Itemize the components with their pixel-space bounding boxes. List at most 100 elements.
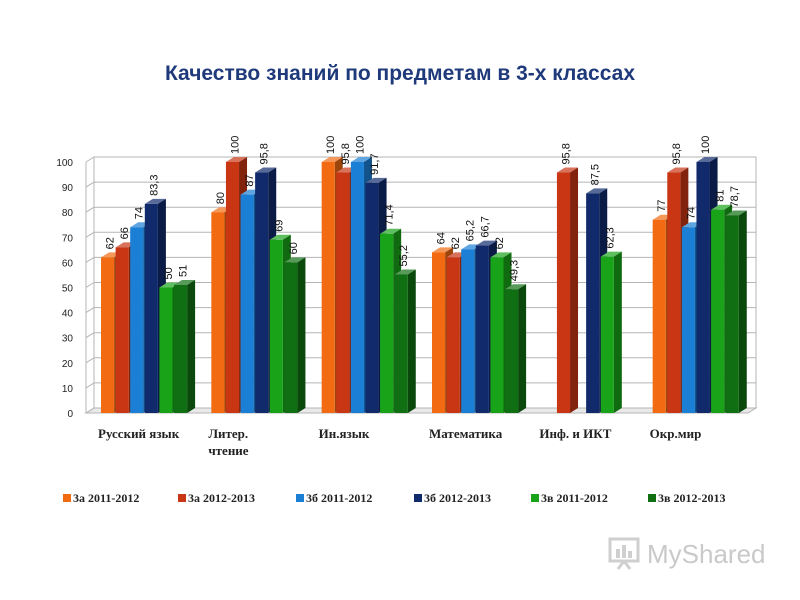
y-tick-label: 70 — [62, 233, 74, 244]
bar — [725, 215, 739, 413]
x-category-label: Инф. и ИКТ — [539, 426, 611, 441]
gridline-depth — [85, 307, 95, 314]
bar — [380, 233, 394, 413]
bar — [255, 172, 269, 413]
gridline-depth — [85, 231, 95, 238]
bar-top — [556, 167, 579, 173]
gridline-depth — [85, 181, 95, 188]
gridline-depth — [85, 382, 95, 389]
legend-swatch — [531, 494, 539, 502]
bar — [652, 219, 666, 413]
bar-top — [225, 157, 248, 162]
legend-entry: 3в 2012-2013 — [658, 491, 725, 505]
bar-data-label: 87 — [244, 174, 256, 186]
bar — [586, 193, 600, 413]
bar-top — [269, 234, 291, 240]
bar — [336, 172, 350, 413]
bar — [711, 209, 725, 413]
bar — [394, 274, 408, 413]
y-tick-label: 100 — [56, 158, 73, 169]
bar — [475, 245, 489, 413]
y-tick-label: 80 — [62, 208, 74, 219]
bar-data-label: 95,8 — [560, 143, 572, 164]
bar-data-label: 80 — [215, 192, 227, 204]
bar-top — [394, 269, 416, 275]
bar-data-label: 87,5 — [590, 164, 602, 185]
bar-top — [432, 247, 454, 253]
gridline-depth — [85, 206, 95, 213]
chart-title: Качество знаний по предметам в 3-х класс… — [164, 62, 636, 85]
bar-side — [738, 210, 747, 413]
legend-swatch — [63, 494, 71, 502]
bar-top — [505, 284, 527, 290]
projector-screen-icon — [608, 537, 640, 570]
bar-top — [586, 188, 608, 194]
bar-data-label: 77 — [656, 199, 668, 211]
bar-data-label: 51 — [178, 265, 190, 277]
bar-side — [407, 269, 416, 413]
bar-top — [475, 240, 497, 246]
bar — [696, 162, 710, 413]
gridline-depth — [85, 282, 95, 288]
gridline-depth — [85, 256, 95, 263]
bar — [600, 256, 614, 413]
bar-data-label: 55,2 — [398, 245, 410, 266]
bar — [556, 172, 571, 413]
bar — [240, 194, 254, 413]
bar-data-label: 91,7 — [369, 153, 381, 174]
bar-top — [725, 210, 747, 216]
bar-data-label: 74 — [685, 207, 697, 219]
bar — [174, 284, 188, 413]
y-tick-label: 20 — [62, 359, 74, 370]
legend-entry: 3б 2012-2013 — [424, 491, 491, 505]
bar — [490, 257, 504, 413]
bar-top — [696, 157, 718, 162]
bar-top — [365, 177, 387, 183]
bar — [211, 212, 225, 413]
bar-data-label: 62 — [105, 237, 117, 249]
bar-side — [518, 284, 527, 413]
bar-data-label: 62,3 — [604, 227, 616, 248]
bar-data-label: 66 — [119, 227, 131, 239]
bar — [101, 257, 115, 413]
bar-data-label: 66,7 — [479, 216, 491, 237]
bar-top — [667, 167, 689, 173]
gridline-depth — [85, 407, 95, 414]
bar-top — [255, 167, 277, 173]
bar — [350, 162, 364, 413]
bar-data-label: 74 — [134, 207, 146, 219]
bar-data-label: 50 — [163, 267, 175, 279]
y-tick-label: 10 — [62, 384, 74, 395]
bar — [505, 289, 519, 413]
legend-entry: 3а 2011-2012 — [73, 491, 139, 505]
legend-entry: 3в 2011-2012 — [541, 491, 608, 505]
bar-data-label: 100 — [700, 136, 712, 154]
legend-entry: 3б 2011-2012 — [306, 491, 372, 505]
y-tick-label: 30 — [62, 334, 74, 345]
bar — [432, 252, 446, 413]
bar-data-label: 62 — [450, 237, 462, 249]
bar-top — [321, 157, 343, 162]
bar-data-label: 62 — [494, 237, 506, 249]
bar — [115, 247, 129, 413]
bar-top — [490, 252, 512, 258]
bar — [667, 172, 681, 413]
bar — [269, 239, 283, 413]
bar-top — [711, 204, 733, 210]
bar-top — [600, 251, 622, 257]
bar-top — [380, 228, 402, 234]
gridline-depth — [85, 332, 95, 339]
x-category-label: Окр.мир — [650, 426, 702, 441]
watermark-text: MyShared — [647, 539, 766, 569]
bar-side — [613, 251, 622, 413]
bar-data-label: 95,8 — [259, 143, 271, 164]
y-tick-label: 40 — [62, 309, 74, 320]
gridline-depth — [85, 357, 95, 364]
bar — [130, 227, 144, 413]
bar-top — [284, 257, 306, 263]
bar — [461, 249, 475, 413]
bar-data-label: 65,2 — [465, 220, 477, 241]
y-tick-label: 0 — [67, 409, 73, 420]
